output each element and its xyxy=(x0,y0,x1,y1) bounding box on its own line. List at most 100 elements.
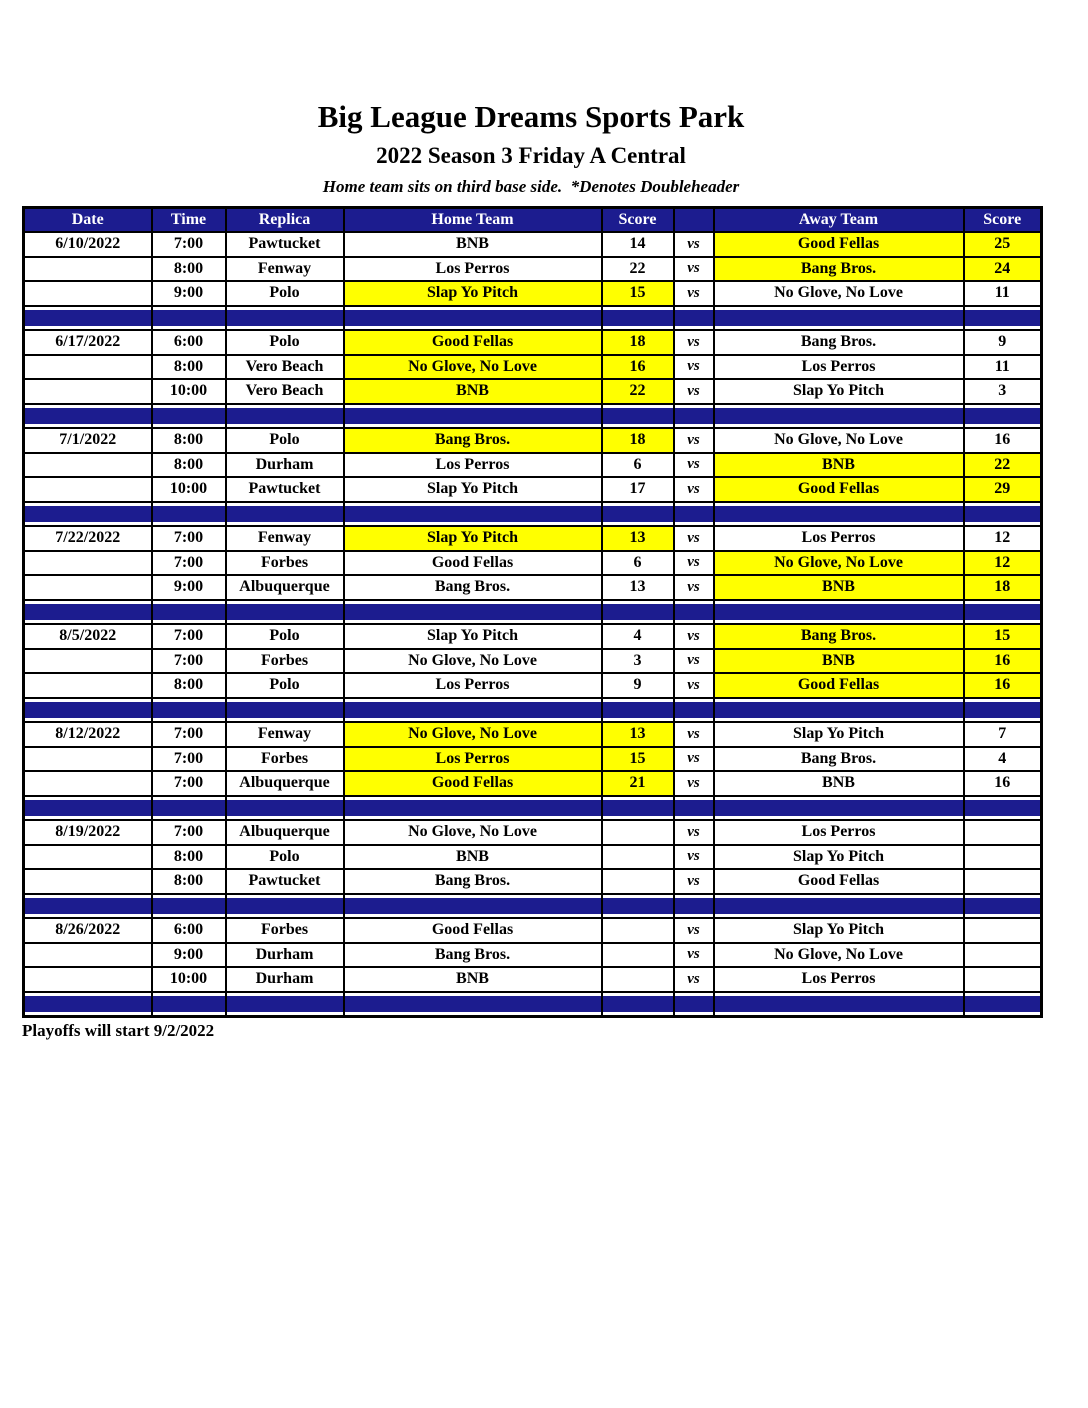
home-score-cell xyxy=(600,868,675,895)
date-cell xyxy=(22,843,153,870)
away-team-cell: Good Fellas xyxy=(712,672,965,699)
away-score-cell xyxy=(962,941,1043,968)
playoffs-footer: Playoffs will start 9/2/2022 xyxy=(22,1020,215,1040)
separator-row xyxy=(22,892,1043,919)
separator-cell xyxy=(672,696,715,723)
game-row: 8/26/2022 6:00 Forbes Good Fellas vs Slap Yo … xyxy=(22,917,1043,944)
away-team-cell: BNB xyxy=(712,647,965,674)
replica-cell: Forbes xyxy=(224,917,345,944)
home-team-cell: Bang Bros. xyxy=(342,427,603,454)
separator-cell xyxy=(224,304,345,331)
home-score-cell xyxy=(600,917,675,944)
date-cell xyxy=(22,451,153,478)
separator-cell xyxy=(712,500,965,527)
home-score-cell: 17 xyxy=(600,476,675,503)
home-team-cell: No Glove, No Love xyxy=(342,647,603,674)
vs-cell: vs xyxy=(672,378,715,405)
date-cell: 8/26/2022 xyxy=(22,917,153,944)
date-cell: 7/22/2022 xyxy=(22,525,153,552)
away-score-cell: 9 xyxy=(962,329,1043,356)
vs-cell: vs xyxy=(672,647,715,674)
table-header: Date Time Replica Home Team Score Away T… xyxy=(22,206,1043,233)
separator-cell xyxy=(150,990,227,1017)
vs-cell: vs xyxy=(672,427,715,454)
home-score-cell: 18 xyxy=(600,329,675,356)
separator-cell xyxy=(150,402,227,429)
home-team-cell: Bang Bros. xyxy=(342,868,603,895)
away-score-cell: 25 xyxy=(962,231,1043,258)
away-score-cell: 29 xyxy=(962,476,1043,503)
game-row: 9:00 Albuquerque Bang Bros. 13 vs BNB 18 xyxy=(22,574,1043,601)
home-score-cell: 13 xyxy=(600,574,675,601)
game-row: 9:00 Durham Bang Bros. vs No Glove, No Love xyxy=(22,941,1043,968)
vs-cell: vs xyxy=(672,255,715,282)
vs-cell: vs xyxy=(672,745,715,772)
replica-cell: Polo xyxy=(224,280,345,307)
vs-cell: vs xyxy=(672,549,715,576)
home-score-cell xyxy=(600,966,675,993)
time-cell: 7:00 xyxy=(150,231,227,258)
time-cell: 8:00 xyxy=(150,672,227,699)
home-team-cell: Los Perros xyxy=(342,745,603,772)
separator-cell xyxy=(224,696,345,723)
home-score-cell: 18 xyxy=(600,427,675,454)
page-subtitle: 2022 Season 3 Friday A Central xyxy=(376,143,686,168)
separator-cell xyxy=(22,696,153,723)
separator-cell xyxy=(962,598,1043,625)
separator-row xyxy=(22,500,1043,527)
away-score-cell: 16 xyxy=(962,770,1043,797)
home-team-cell: Slap Yo Pitch xyxy=(342,476,603,503)
replica-cell: Pawtucket xyxy=(224,231,345,258)
replica-cell: Polo xyxy=(224,427,345,454)
separator-cell xyxy=(150,598,227,625)
separator-cell xyxy=(150,304,227,331)
date-cell: 8/5/2022 xyxy=(22,623,153,650)
replica-cell: Fenway xyxy=(224,255,345,282)
away-team-cell: Good Fellas xyxy=(712,231,965,258)
home-team-cell: Los Perros xyxy=(342,255,603,282)
away-team-cell: BNB xyxy=(712,770,965,797)
replica-cell: Pawtucket xyxy=(224,476,345,503)
game-row: 8/12/2022 7:00 Fenway No Glove, No Love 13 vs… xyxy=(22,721,1043,748)
time-cell: 9:00 xyxy=(150,941,227,968)
vs-cell: vs xyxy=(672,231,715,258)
game-row: 7:00 Forbes Good Fellas 6 vs No Glove, No Lov… xyxy=(22,549,1043,576)
separator-cell xyxy=(224,794,345,821)
game-row: 8:00 Polo BNB vs Slap Yo Pitch xyxy=(22,843,1043,870)
vs-cell: vs xyxy=(672,843,715,870)
away-score-cell: 11 xyxy=(962,353,1043,380)
time-cell: 9:00 xyxy=(150,280,227,307)
away-score-cell xyxy=(962,966,1043,993)
away-score-cell xyxy=(962,819,1043,846)
away-team-cell: No Glove, No Love xyxy=(712,427,965,454)
game-row: 6/10/2022 7:00 Pawtucket BNB 14 vs Good Fellas… xyxy=(22,231,1043,258)
home-team-cell: Slap Yo Pitch xyxy=(342,525,603,552)
replica-cell: Albuquerque xyxy=(224,770,345,797)
home-team-cell: Bang Bros. xyxy=(342,574,603,601)
separator-cell xyxy=(22,500,153,527)
replica-cell: Vero Beach xyxy=(224,378,345,405)
home-team-cell: BNB xyxy=(342,843,603,870)
time-cell: 7:00 xyxy=(150,745,227,772)
time-cell: 10:00 xyxy=(150,476,227,503)
vs-cell: vs xyxy=(672,574,715,601)
game-row: 8/19/2022 7:00 Albuquerque No Glove, No Lov… xyxy=(22,819,1043,846)
time-cell: 10:00 xyxy=(150,378,227,405)
game-row: 7/1/2022 8:00 Polo Bang Bros. 18 vs No Glove, … xyxy=(22,427,1043,454)
time-cell: 10:00 xyxy=(150,966,227,993)
away-team-cell: No Glove, No Love xyxy=(712,941,965,968)
separator-row xyxy=(22,990,1043,1017)
home-score-cell: 4 xyxy=(600,623,675,650)
date-cell: 7/1/2022 xyxy=(22,427,153,454)
time-cell: 8:00 xyxy=(150,868,227,895)
away-team-cell: No Glove, No Love xyxy=(712,280,965,307)
game-row: 10:00 Durham BNB vs Los Perros xyxy=(22,966,1043,993)
away-score-cell: 22 xyxy=(962,451,1043,478)
vs-cell: vs xyxy=(672,280,715,307)
away-team-cell: BNB xyxy=(712,451,965,478)
document-page: Big League Dreams Sports Park 2022 Seaso… xyxy=(22,0,1043,1041)
separator-row xyxy=(22,402,1043,429)
replica-cell: Polo xyxy=(224,672,345,699)
separator-cell xyxy=(150,892,227,919)
separator-cell xyxy=(962,402,1043,429)
